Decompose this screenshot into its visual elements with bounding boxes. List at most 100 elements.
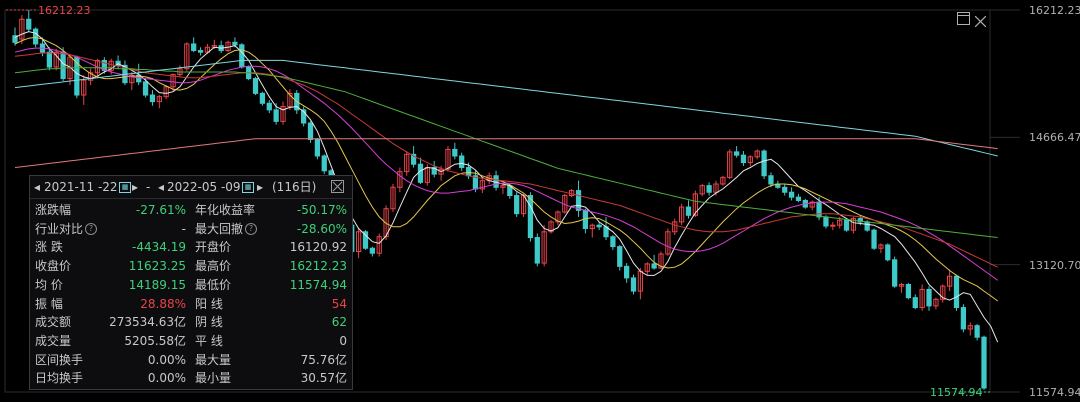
candle-up bbox=[383, 208, 389, 238]
candle-down bbox=[149, 94, 156, 103]
stats-value: 16212.23 bbox=[289, 259, 347, 274]
close-panel-icon[interactable] bbox=[331, 180, 344, 193]
candle-down bbox=[362, 231, 369, 249]
next-end-arrow[interactable]: ▸ bbox=[257, 180, 264, 194]
candle-up bbox=[713, 183, 719, 193]
candle-down bbox=[314, 139, 321, 157]
candle-up bbox=[830, 224, 836, 227]
stats-value: -27.61% bbox=[135, 203, 186, 217]
ma20-line bbox=[14, 47, 998, 281]
prev-end-arrow[interactable]: ◂ bbox=[158, 180, 165, 194]
candle-up bbox=[967, 325, 973, 330]
start-date[interactable]: 2021-11 -22 bbox=[44, 180, 118, 194]
stats-value: -28.60% bbox=[296, 221, 347, 236]
candle-down bbox=[465, 167, 472, 177]
candle-down bbox=[761, 150, 767, 177]
stats-value: 0.00% bbox=[147, 352, 186, 367]
ma120-line bbox=[14, 59, 998, 157]
stats-label: 最大回撤? bbox=[195, 220, 258, 239]
candle-up bbox=[809, 201, 815, 208]
candle-up bbox=[678, 206, 685, 223]
candle-up bbox=[837, 219, 843, 226]
stats-label: 区间换手 bbox=[35, 352, 84, 367]
candle-up bbox=[754, 150, 760, 158]
candle-up bbox=[878, 244, 884, 249]
y-tick-label-top: 16212.23 bbox=[1029, 4, 1080, 17]
candle-down bbox=[788, 191, 795, 198]
candle-down bbox=[926, 288, 932, 307]
candle-up bbox=[163, 86, 169, 98]
stats-label: 最小量 bbox=[195, 371, 232, 386]
candle-up bbox=[850, 218, 857, 231]
candle-up bbox=[500, 185, 506, 188]
stats-label: 最大量 bbox=[195, 352, 232, 367]
prev-start-arrow[interactable]: ◂ bbox=[34, 180, 41, 194]
stats-value: 54 bbox=[331, 296, 347, 311]
candle-down bbox=[575, 190, 582, 211]
candle-down bbox=[527, 195, 534, 239]
stats-row: 涨跌幅 -27.61% 年化收益率 -50.17% bbox=[30, 201, 352, 220]
end-date[interactable]: 2022-05 -09 bbox=[167, 180, 241, 194]
end-calendar-icon[interactable]: ▦ bbox=[242, 182, 254, 193]
candle-up bbox=[672, 221, 678, 233]
candle-up bbox=[81, 79, 87, 96]
stats-value: - bbox=[181, 221, 186, 236]
candle-down bbox=[912, 297, 918, 309]
candle-down bbox=[101, 59, 107, 71]
stats-value: -4434.19 bbox=[132, 240, 186, 255]
ma250-line bbox=[14, 138, 998, 168]
candle-up bbox=[438, 168, 444, 175]
candle-down bbox=[953, 275, 960, 309]
candle-down bbox=[197, 50, 204, 53]
candle-down bbox=[864, 221, 870, 231]
stats-label: 阴 线 bbox=[195, 315, 223, 330]
help-icon[interactable]: ? bbox=[85, 223, 98, 236]
candle-down bbox=[191, 43, 197, 52]
candle-down bbox=[974, 325, 980, 338]
candle-down bbox=[12, 35, 18, 43]
stats-label: 平 线 bbox=[195, 333, 223, 348]
candle-up bbox=[479, 180, 485, 190]
next-start-arrow[interactable]: ▸ bbox=[132, 180, 139, 194]
candle-down bbox=[232, 41, 238, 46]
stats-value: -50.17% bbox=[296, 203, 347, 217]
candle-down bbox=[534, 237, 540, 264]
min-price-marker: 11574.94 bbox=[930, 386, 983, 399]
candle-down bbox=[273, 109, 279, 122]
candle-up bbox=[355, 231, 362, 253]
stats-row: 涨 跌 -4434.19 开盘价 16120.92 bbox=[30, 238, 352, 257]
candle-down bbox=[885, 244, 891, 261]
candle-up bbox=[919, 288, 925, 309]
candle-up bbox=[404, 153, 410, 173]
candle-up bbox=[129, 74, 135, 84]
candle-up bbox=[692, 193, 698, 216]
candle-up bbox=[87, 72, 94, 81]
candle-up bbox=[940, 285, 946, 300]
candle-up bbox=[280, 106, 286, 122]
candle-down bbox=[321, 155, 327, 172]
candle-up bbox=[658, 253, 664, 269]
candle-down bbox=[252, 78, 259, 94]
close-chart-icon[interactable] bbox=[974, 12, 987, 28]
candle-up bbox=[541, 231, 547, 264]
candle-down bbox=[617, 246, 623, 267]
candle-down bbox=[857, 218, 863, 223]
candle-down bbox=[624, 265, 630, 279]
stats-value: 0 bbox=[339, 333, 347, 348]
stats-label: 均 价 bbox=[35, 277, 63, 292]
start-calendar-icon[interactable]: ▦ bbox=[119, 182, 131, 193]
y-tick-label-3: 13120.70 bbox=[1029, 259, 1080, 272]
candle-down bbox=[651, 263, 657, 269]
candle-down bbox=[514, 195, 520, 215]
restore-window-icon[interactable] bbox=[957, 12, 970, 25]
candle-up bbox=[390, 186, 396, 210]
candle-down bbox=[733, 151, 740, 156]
candle-up bbox=[156, 96, 162, 103]
candle-down bbox=[417, 163, 424, 183]
interval-stats-panel: ◂ 2021-11 -22 ▦ ▸ - ◂ 2022-05 -09 ▦ ▸ (1… bbox=[29, 175, 353, 390]
candle-down bbox=[369, 247, 375, 254]
candle-down bbox=[259, 92, 266, 104]
help-icon[interactable]: ? bbox=[245, 223, 258, 236]
candle-up bbox=[445, 148, 451, 170]
stats-row: 收盘价 11623.25 最高价 16212.23 bbox=[30, 257, 352, 276]
